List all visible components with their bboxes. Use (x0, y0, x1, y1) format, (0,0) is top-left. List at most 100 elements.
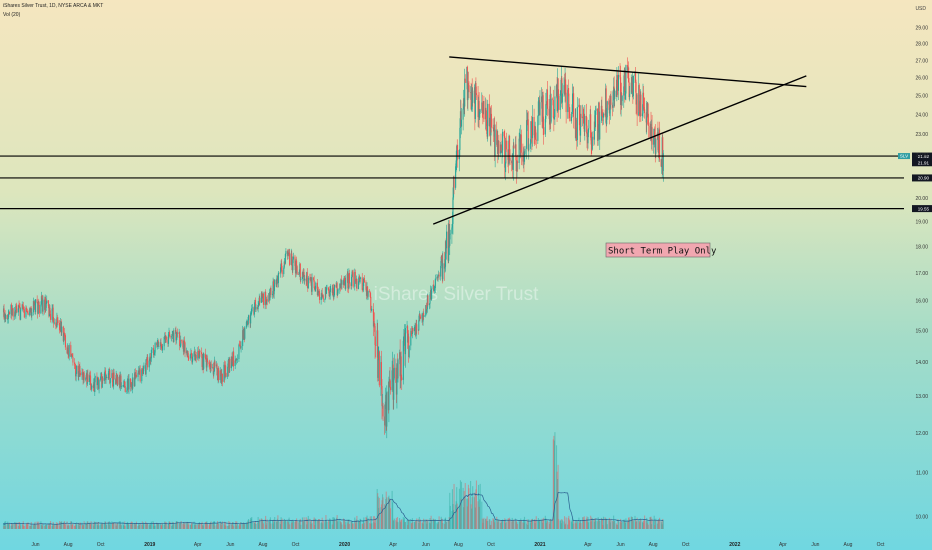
candle-body (184, 342, 186, 354)
candle-body (89, 375, 91, 376)
volume-bar (306, 524, 308, 529)
volume-bar (17, 525, 20, 529)
candle-body (120, 375, 122, 387)
volume-bar (219, 521, 221, 529)
candle-body (25, 307, 28, 312)
candle-body (317, 290, 319, 296)
candle-body (402, 340, 404, 380)
volume-bar (433, 518, 435, 529)
candle-body (291, 253, 293, 266)
candle-body (81, 372, 83, 376)
candle-body (123, 385, 125, 386)
volume-bar (246, 523, 248, 529)
volume-bar (456, 487, 458, 529)
volume-bar (466, 506, 468, 529)
candle-body (219, 370, 221, 381)
candle-body (661, 166, 663, 168)
volume-bar (329, 519, 331, 529)
volume-bar (317, 519, 320, 529)
volume-bar (626, 522, 629, 529)
volume-bar (187, 524, 189, 529)
volume-bar (549, 519, 551, 529)
volume-bar (292, 519, 294, 529)
volume-bar (654, 525, 656, 529)
horizontal-levels: 21.92 20.90 19.55 21.91 SLV (0, 152, 932, 213)
volume-bar (644, 515, 646, 529)
volume-bar (546, 520, 549, 529)
candle-body (634, 71, 637, 82)
volume-bar (560, 523, 562, 529)
candle-body (31, 312, 33, 317)
volume-bar (553, 440, 555, 529)
candle-body (433, 288, 435, 291)
volume-bar (266, 522, 268, 529)
candle-body (360, 277, 362, 279)
candle-body (344, 277, 346, 282)
volume-bar (187, 522, 189, 529)
volume-bar (86, 523, 88, 529)
candle-body (283, 267, 285, 275)
annotation-box: Short Term Play Only (605, 242, 717, 258)
volume-bar (479, 483, 481, 529)
x-tick-label: Apr (194, 542, 202, 548)
candle-body (247, 320, 249, 326)
volume-bar (324, 519, 326, 529)
volume-bar (370, 516, 372, 529)
volume-bar (478, 506, 480, 529)
candle-body (255, 306, 257, 310)
x-tick-label: 2022 (729, 542, 740, 548)
volume-bar (616, 524, 618, 529)
candle-body (258, 302, 260, 306)
volume-bar (171, 525, 173, 529)
candle-body (134, 372, 136, 378)
volume-bar (7, 521, 9, 529)
volume-bar (19, 525, 21, 529)
volume-bar (142, 525, 144, 529)
volume-bar (269, 519, 271, 529)
volume-bar (560, 519, 562, 529)
volume-bar (55, 525, 57, 529)
volume-bar (559, 520, 561, 529)
volume-bar (127, 522, 129, 529)
candle-body (370, 296, 372, 310)
candle-body (443, 263, 445, 269)
volume-bar (494, 522, 496, 529)
candle-body (453, 176, 455, 188)
candle-body (303, 272, 305, 281)
volume-bar (583, 519, 585, 529)
volume-bar (288, 522, 290, 529)
candle-body (595, 108, 597, 111)
candle-body (109, 370, 111, 384)
candle-body (158, 346, 160, 347)
volume-bar (172, 525, 174, 529)
candle-body (247, 315, 250, 321)
volume-bar (458, 488, 460, 529)
candle-body (474, 82, 476, 119)
volume-bar (309, 521, 312, 529)
candle-body (141, 369, 143, 382)
candle-body (72, 356, 74, 363)
volume-bar (653, 520, 655, 529)
volume-bar (367, 519, 369, 529)
volume-bar (427, 519, 429, 529)
volume-bar (507, 518, 509, 529)
candle-body (314, 288, 316, 290)
volume-bar (647, 521, 649, 529)
volume-bar (172, 522, 174, 529)
volume-bar (550, 518, 552, 529)
volume-bar (333, 517, 335, 529)
candle-body (6, 315, 8, 320)
candle-body (524, 148, 526, 155)
volume-bar (369, 516, 371, 529)
candle-body (213, 361, 215, 372)
volume-bar (205, 521, 207, 529)
volume-bar (600, 517, 602, 529)
volume-bar (444, 518, 446, 529)
candle-body (458, 149, 460, 160)
volume-bar (209, 523, 211, 529)
volume-bar (396, 521, 398, 529)
volume-bar (70, 521, 72, 529)
candle-body (130, 382, 132, 387)
candle-body (71, 355, 73, 357)
